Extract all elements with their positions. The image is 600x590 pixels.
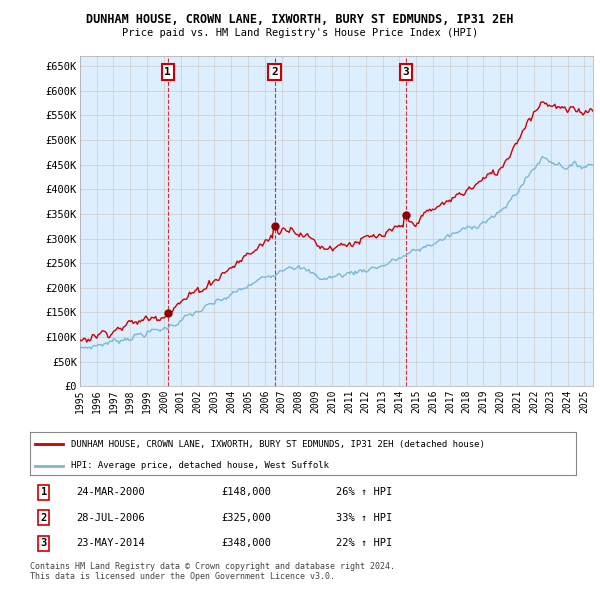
Text: £348,000: £348,000 [221,538,271,548]
Text: 23-MAY-2014: 23-MAY-2014 [76,538,145,548]
Text: 3: 3 [41,538,47,548]
Text: £148,000: £148,000 [221,487,271,497]
Text: 2: 2 [41,513,47,523]
Text: DUNHAM HOUSE, CROWN LANE, IXWORTH, BURY ST EDMUNDS, IP31 2EH (detached house): DUNHAM HOUSE, CROWN LANE, IXWORTH, BURY … [71,440,485,449]
Text: 22% ↑ HPI: 22% ↑ HPI [336,538,392,548]
Text: 33% ↑ HPI: 33% ↑ HPI [336,513,392,523]
Text: 28-JUL-2006: 28-JUL-2006 [76,513,145,523]
Text: Contains HM Land Registry data © Crown copyright and database right 2024.: Contains HM Land Registry data © Crown c… [30,562,395,571]
Text: HPI: Average price, detached house, West Suffolk: HPI: Average price, detached house, West… [71,461,329,470]
Text: 24-MAR-2000: 24-MAR-2000 [76,487,145,497]
Text: £325,000: £325,000 [221,513,271,523]
Text: DUNHAM HOUSE, CROWN LANE, IXWORTH, BURY ST EDMUNDS, IP31 2EH: DUNHAM HOUSE, CROWN LANE, IXWORTH, BURY … [86,13,514,26]
Text: 1: 1 [164,67,171,77]
Text: This data is licensed under the Open Government Licence v3.0.: This data is licensed under the Open Gov… [30,572,335,581]
Text: 26% ↑ HPI: 26% ↑ HPI [336,487,392,497]
Text: Price paid vs. HM Land Registry's House Price Index (HPI): Price paid vs. HM Land Registry's House … [122,28,478,38]
Text: 3: 3 [403,67,409,77]
Text: 2: 2 [271,67,278,77]
Text: 1: 1 [41,487,47,497]
